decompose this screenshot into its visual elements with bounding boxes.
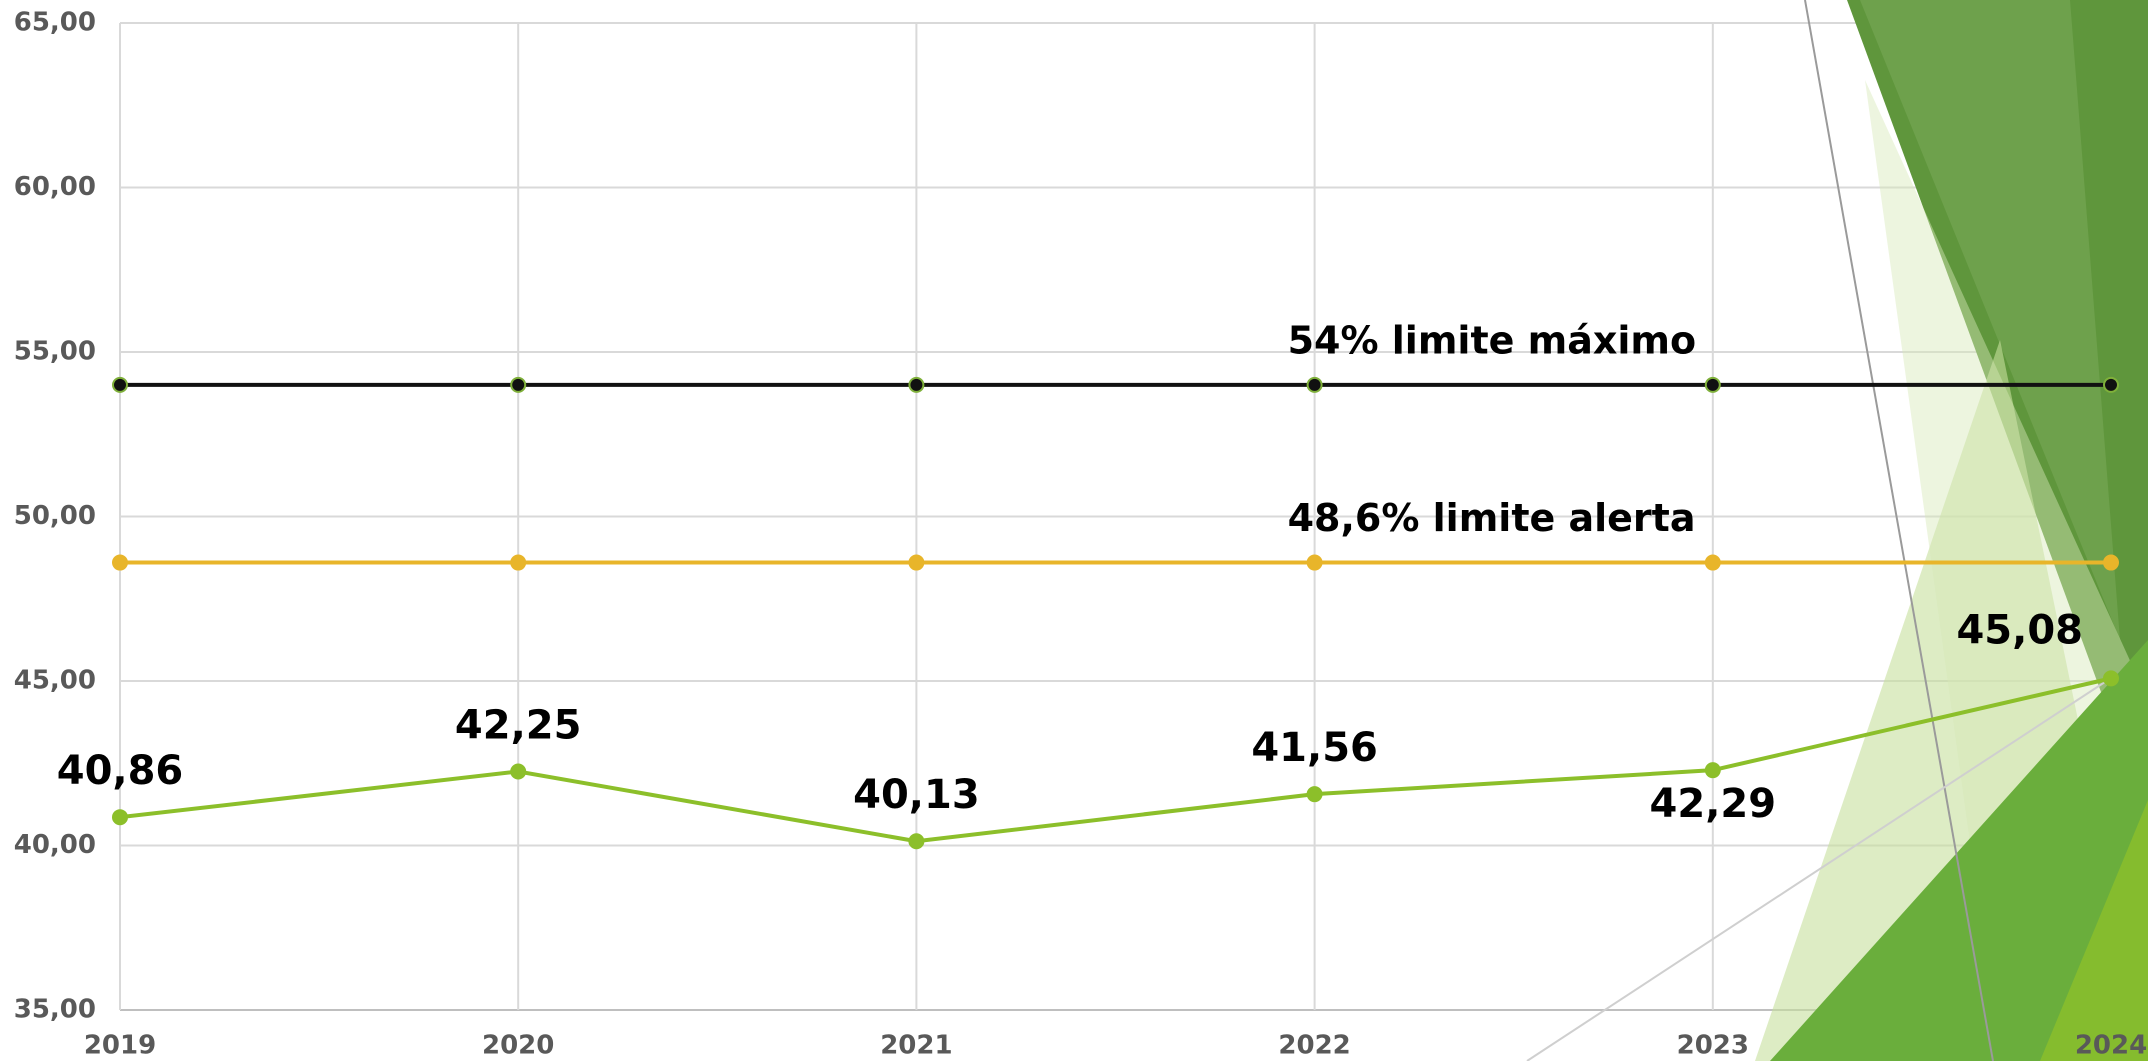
- data-label: 41,56: [1251, 725, 1378, 771]
- point: [909, 378, 923, 392]
- y-tick-label: 50,00: [14, 501, 96, 531]
- y-tick-label: 45,00: [14, 666, 96, 696]
- point: [113, 556, 127, 570]
- data-label: 42,25: [455, 702, 582, 748]
- y-tick-label: 55,00: [14, 337, 96, 367]
- x-tick-label: 2020: [482, 1031, 554, 1061]
- y-tick-label: 65,00: [14, 8, 96, 38]
- series-line: [120, 678, 2111, 841]
- point: [2104, 378, 2118, 392]
- x-tick-label: 2023: [1677, 1031, 1749, 1061]
- point: [2104, 556, 2118, 570]
- point: [1308, 378, 1322, 392]
- point: [511, 378, 525, 392]
- point: [113, 378, 127, 392]
- point: [511, 764, 525, 778]
- point: [511, 556, 525, 570]
- point: [113, 810, 127, 824]
- data-label: 40,13: [853, 772, 980, 818]
- data-label: 45,08: [1956, 607, 2083, 653]
- point: [909, 834, 923, 848]
- point: [1706, 556, 1720, 570]
- y-tick-label: 40,00: [14, 830, 96, 860]
- annotation: 48,6% limite alerta: [1288, 496, 1696, 540]
- y-tick-label: 35,00: [14, 995, 96, 1025]
- point: [1308, 787, 1322, 801]
- data-label: 42,29: [1650, 781, 1777, 827]
- point: [1706, 378, 1720, 392]
- chart: 35,00 40,00 45,00 50,00 55,00 60,00 65,00 2019 2…: [0, 0, 2148, 1061]
- x-tick-label: 2022: [1278, 1031, 1350, 1061]
- x-tick-label: 2021: [880, 1031, 952, 1061]
- data-label: 40,86: [57, 748, 184, 794]
- x-tick-label: 2024: [2075, 1031, 2147, 1061]
- point: [1308, 556, 1322, 570]
- y-tick-label: 60,00: [14, 172, 96, 202]
- annotation: 54% limite máximo: [1288, 318, 1697, 362]
- point: [1706, 763, 1720, 777]
- point: [909, 556, 923, 570]
- point: [2104, 671, 2118, 685]
- x-tick-label: 2019: [84, 1031, 156, 1061]
